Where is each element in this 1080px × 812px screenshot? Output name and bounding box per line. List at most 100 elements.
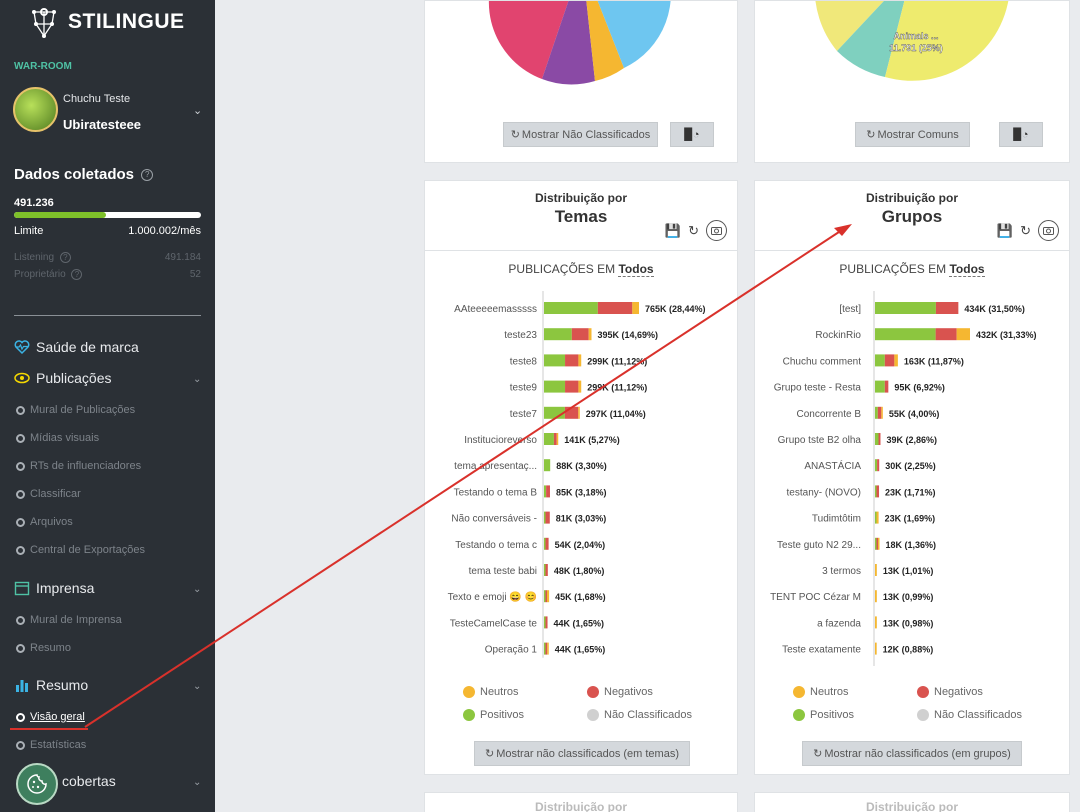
bar-segment-pos[interactable] [875, 433, 879, 445]
legend-neutros[interactable]: Neutros [463, 686, 519, 698]
nav-saude-de-marca[interactable]: Saúde de marca [14, 339, 139, 355]
nav-publicacoes[interactable]: Publicações [14, 370, 112, 386]
pie-slice[interactable] [837, 1, 912, 77]
bar-segment-neg[interactable] [877, 406, 882, 419]
refresh-icon[interactable]: ↻ [1020, 222, 1031, 238]
chevron-down-icon[interactable]: ⌄ [193, 777, 202, 788]
mostrar-nao-classificados-grupos-button[interactable]: ↻ Mostrar não classificados (em grupos) [802, 741, 1022, 766]
bar-segment-pos[interactable] [875, 406, 878, 419]
brand[interactable]: STILINGUE [30, 4, 185, 40]
legend-positivos[interactable]: Positivos [463, 709, 524, 721]
bar-segment-pos[interactable] [544, 302, 598, 314]
help-icon[interactable]: ? [59, 252, 71, 263]
bar-segment-neg[interactable] [565, 380, 579, 393]
bar-segment-neu[interactable] [578, 354, 582, 367]
pie-slice[interactable] [542, 1, 595, 85]
avatar[interactable] [13, 87, 58, 132]
nav-central-exportacoes[interactable]: Central de Exportações [16, 544, 145, 556]
bar-segment-neu[interactable] [875, 590, 877, 603]
legend-nao-classificados[interactable]: Não Classificados [587, 709, 692, 721]
export-icon[interactable]: 💾 [664, 222, 682, 238]
bar-segment-neg[interactable] [546, 485, 550, 498]
bar-segment-pos[interactable] [544, 590, 546, 603]
help-icon[interactable]: ? [71, 269, 83, 280]
bar-segment-pos[interactable] [544, 380, 566, 393]
bar-segment-pos[interactable] [875, 537, 877, 550]
bar-segment-neg[interactable] [553, 433, 557, 445]
chevron-down-icon[interactable]: ⌄ [193, 584, 202, 595]
bar-segment-pos[interactable] [544, 328, 572, 341]
chevron-down-icon[interactable]: ⌄ [193, 374, 202, 385]
cookie-settings-button[interactable] [16, 763, 58, 805]
camera-icon[interactable] [1038, 220, 1059, 241]
chevron-down-icon[interactable]: ⌄ [193, 105, 203, 117]
bar-segment-neg[interactable] [564, 406, 579, 419]
bar-segment-neu[interactable] [875, 564, 877, 576]
bar-segment-neg[interactable] [935, 302, 959, 314]
bar-segment-neu[interactable] [875, 616, 877, 629]
bar-segment-neg[interactable] [545, 642, 548, 655]
bar-segment-pos[interactable] [544, 354, 566, 367]
legend-positivos[interactable]: Positivos [793, 709, 854, 721]
bar-segment-neg[interactable] [545, 616, 548, 629]
filter-link[interactable]: Todos [949, 262, 985, 277]
bar-segment-neg[interactable] [571, 328, 589, 341]
bar-segment-neg[interactable] [876, 485, 880, 498]
bar-segment-pos[interactable] [875, 328, 936, 341]
mostrar-nao-classificados-temas-button[interactable]: ↻ Mostrar não classificados (em temas) [474, 741, 690, 766]
camera-icon[interactable] [706, 220, 727, 241]
nav-descobertas[interactable]: cobertas [62, 773, 116, 789]
nav-mural-publicacoes[interactable]: Mural de Publicações [16, 404, 135, 416]
bar-segment-pos[interactable] [544, 459, 551, 472]
bar-segment-pos[interactable] [875, 302, 936, 314]
legend-negativos[interactable]: Negativos [587, 686, 653, 698]
bar-segment-pos[interactable] [544, 433, 554, 445]
bar-segment-neu[interactable] [876, 511, 879, 524]
nav-visao-geral[interactable]: Visão geral [16, 711, 85, 723]
mostrar-comuns-button[interactable]: ↻ Mostrar Comuns [855, 122, 970, 147]
nav-classificar[interactable]: Classificar [16, 488, 81, 500]
bar-segment-pos[interactable] [544, 511, 546, 524]
bar-segment-pos[interactable] [544, 616, 546, 629]
bar-segment-neu[interactable] [556, 433, 559, 445]
bar-segment-neg[interactable] [884, 380, 889, 393]
bar-segment-pos[interactable] [875, 354, 885, 367]
bar-segment-neu[interactable] [878, 537, 880, 550]
bar-segment-pos[interactable] [544, 537, 546, 550]
bar-segment-pos[interactable] [875, 485, 877, 498]
chevron-down-icon[interactable]: ⌄ [193, 681, 202, 692]
bar-segment-pos[interactable] [544, 485, 547, 498]
bar-segment-pos[interactable] [875, 511, 877, 524]
bar-segment-neu[interactable] [894, 354, 898, 367]
bar-segment-neg[interactable] [545, 590, 548, 603]
legend-neutros[interactable]: Neutros [793, 686, 849, 698]
bar-segment-neu[interactable] [547, 590, 550, 603]
bar-segment-pos[interactable] [875, 459, 878, 472]
legend-nao-classificados[interactable]: Não Classificados [917, 709, 1022, 721]
legend-negativos[interactable]: Negativos [917, 686, 983, 698]
nav-arquivos[interactable]: Arquivos [16, 516, 73, 528]
pie-slice[interactable] [582, 1, 624, 81]
bar-segment-neg[interactable] [565, 354, 579, 367]
bar-segment-neu[interactable] [875, 642, 877, 655]
bar-segment-neu[interactable] [632, 302, 639, 314]
bar-segment-neu[interactable] [547, 642, 549, 655]
bar-segment-neg[interactable] [877, 459, 880, 472]
bar-segment-neg[interactable] [545, 564, 548, 576]
bar-segment-pos[interactable] [544, 406, 565, 419]
chart-toggle-button[interactable]: ▉◔ [999, 122, 1043, 147]
bar-segment-pos[interactable] [875, 380, 885, 393]
bar-segment-neu[interactable] [588, 328, 592, 341]
refresh-icon[interactable]: ↻ [688, 222, 699, 238]
bar-segment-neg[interactable] [876, 537, 879, 550]
bar-segment-neu[interactable] [956, 328, 970, 341]
nav-resumo-imprensa[interactable]: Resumo [16, 642, 71, 654]
bar-segment-neu[interactable] [881, 406, 883, 419]
bar-segment-neg[interactable] [545, 537, 549, 550]
bar-segment-neg[interactable] [878, 433, 881, 445]
bar-segment-neu[interactable] [578, 380, 582, 393]
pie-slice[interactable] [885, 1, 1010, 81]
nav-resumo[interactable]: Resumo [14, 677, 88, 693]
bar-segment-neu[interactable] [578, 406, 580, 419]
bar-segment-neg[interactable] [545, 511, 550, 524]
